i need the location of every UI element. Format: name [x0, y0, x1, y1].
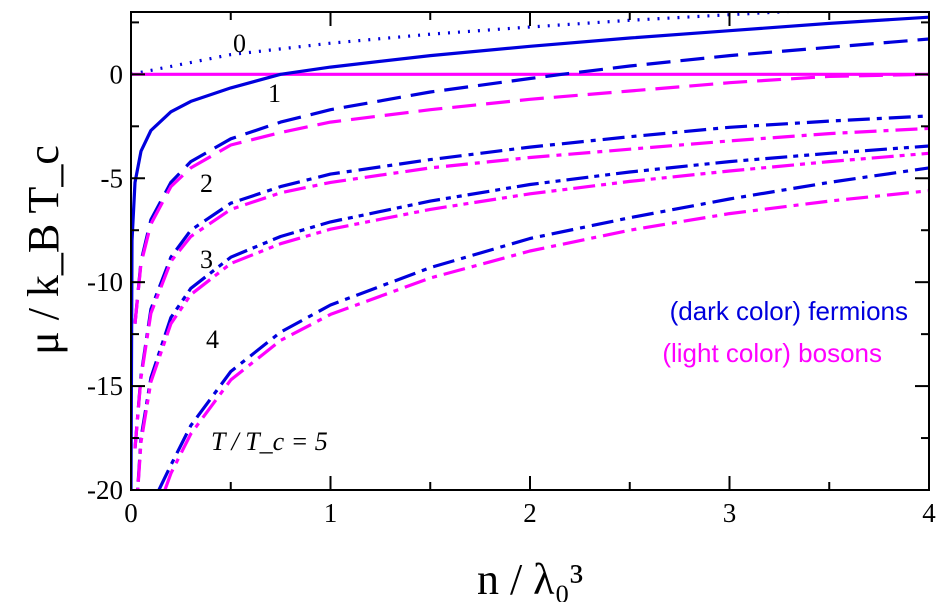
x-tick-label: 0: [124, 498, 138, 528]
x-tick-label: 4: [922, 498, 936, 528]
y-axis-title: μ / k_B T_c: [19, 145, 68, 355]
series-line-bosons-t5-10: [163, 189, 929, 490]
x-tick-label: 1: [324, 498, 338, 528]
ticks: [130, 12, 930, 491]
curve-label-4: 4: [206, 325, 219, 354]
x-tick-label: 2: [523, 498, 537, 528]
y-tick-label: -5: [101, 163, 124, 193]
curve-label-3: 3: [200, 245, 213, 274]
curve-label-5: T / T_c = 5: [211, 427, 328, 456]
y-tick-label: -15: [87, 371, 123, 401]
curve-label-2: 2: [200, 169, 213, 198]
y-tick-label: -20: [87, 475, 123, 505]
curves: [131, 12, 929, 490]
series-line-fermions-t2-3: [133, 37, 929, 324]
x-axis-title: n / λ₀³: [477, 555, 583, 602]
series-line-fermions-t1-2: [131, 15, 929, 490]
y-tick-label: -10: [87, 267, 123, 297]
series-line-bosons-t2-4: [133, 72, 929, 324]
y-tick-label: 0: [110, 59, 124, 89]
x-tick-label: 3: [723, 498, 737, 528]
tick-labels: 0 1 2 3 4 0 -5 -10 -15 -20: [87, 59, 936, 528]
curve-label-1: 1: [268, 79, 281, 108]
series-line-bosons-t3-6: [133, 126, 929, 449]
series-line-bosons-t4-8: [136, 151, 929, 490]
legend-bosons: (light color) bosons: [662, 338, 882, 368]
legend-fermions: (dark color) fermions: [670, 296, 908, 326]
curve-label-0: 0: [233, 29, 246, 58]
series-line-fermions-t3-5: [133, 114, 929, 449]
